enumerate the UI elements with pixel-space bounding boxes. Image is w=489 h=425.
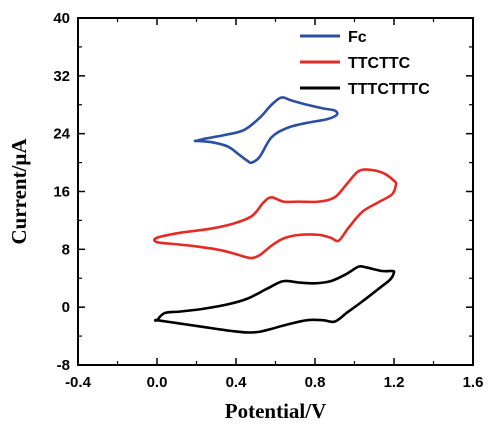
legend-label-0: Fc bbox=[348, 29, 367, 46]
y-tick-label: 40 bbox=[53, 10, 70, 27]
x-axis-title: Potential/V bbox=[225, 399, 326, 423]
y-tick-label: -8 bbox=[57, 357, 70, 374]
y-tick-label: 24 bbox=[53, 126, 70, 143]
axis-tick-labels: -0.4 0.0 0.4 0.8 1.2 1.6 -8 0 8 16 24 32 40 bbox=[53, 10, 483, 391]
y-tick-label: 32 bbox=[53, 68, 70, 85]
y-tick-label: 16 bbox=[53, 184, 70, 201]
axis-ticks bbox=[77, 17, 474, 366]
legend-label-1: TTCTTC bbox=[348, 55, 411, 72]
x-tick-label: 1.2 bbox=[384, 374, 405, 391]
series-line-0 bbox=[193, 96, 339, 165]
legend-label-2: TTTCTTTC bbox=[348, 81, 430, 98]
x-tick-label: -0.4 bbox=[65, 374, 92, 391]
series-line-2 bbox=[153, 264, 396, 334]
x-tick-label: 0.0 bbox=[147, 374, 168, 391]
series-line-1 bbox=[153, 168, 398, 260]
plot-lines bbox=[153, 96, 398, 334]
legend: Fc TTCTTC TTTCTTTC bbox=[300, 29, 430, 98]
y-tick-label: 0 bbox=[62, 299, 70, 316]
y-axis-title: Current/μA bbox=[7, 138, 31, 245]
plot-frame bbox=[77, 17, 474, 366]
y-tick-label: 8 bbox=[62, 241, 70, 258]
x-tick-label: 0.8 bbox=[305, 374, 326, 391]
x-tick-label: 1.6 bbox=[463, 374, 484, 391]
x-tick-label: 0.4 bbox=[226, 374, 248, 391]
